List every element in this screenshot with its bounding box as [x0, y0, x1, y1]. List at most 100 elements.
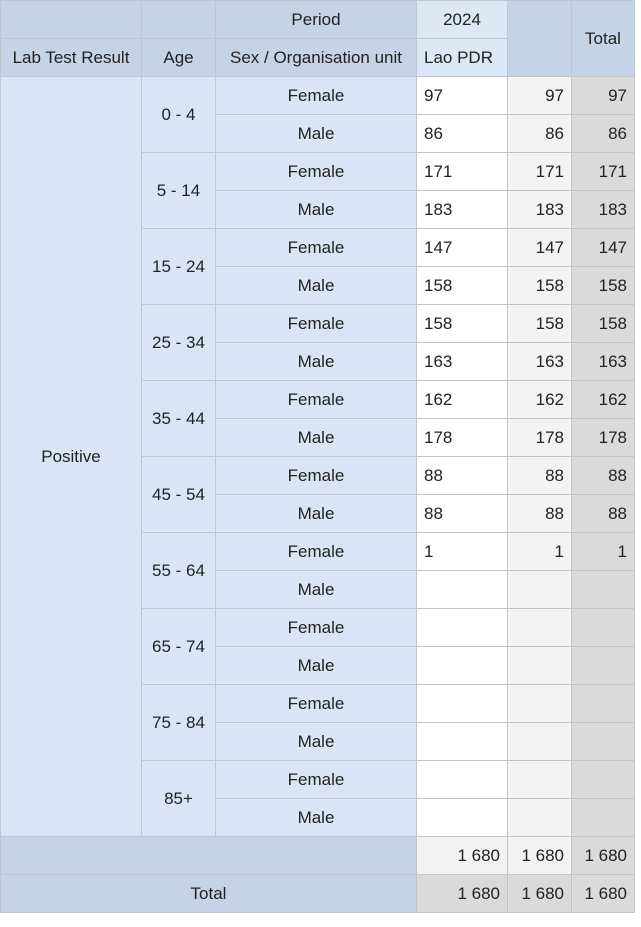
subtotal-cell[interactable]	[507, 646, 572, 685]
pivot-header: Period 2024 Total Lab Test Result Age Se…	[0, 0, 635, 77]
total-cell[interactable]: 158	[571, 266, 635, 305]
header-blank-cell	[0, 0, 142, 39]
age-group-cell: 75 - 84	[141, 684, 216, 761]
total-cell[interactable]: 183	[571, 190, 635, 229]
total-cell[interactable]: 163	[571, 342, 635, 381]
sex-cell: Male	[215, 418, 417, 457]
subtotal-row-total-cell[interactable]: 1 680	[571, 836, 635, 875]
subtotal-cell[interactable]	[507, 760, 572, 799]
subtotal-label-cell	[0, 836, 417, 875]
value-cell[interactable]	[416, 646, 508, 685]
subtotal-cell[interactable]	[507, 684, 572, 723]
value-cell[interactable]: 171	[416, 152, 508, 191]
sex-cell: Male	[215, 722, 417, 761]
total-cell[interactable]	[571, 608, 635, 647]
value-cell[interactable]: 97	[416, 76, 508, 115]
value-cell[interactable]: 147	[416, 228, 508, 267]
value-cell[interactable]	[416, 684, 508, 723]
table-row: Male 158 158 158	[1, 266, 635, 305]
subtotal-cell[interactable]: 88	[507, 494, 572, 533]
total-cell[interactable]	[571, 646, 635, 685]
grand-total-total-cell[interactable]: 1 680	[571, 874, 635, 913]
subtotal-cell[interactable]: 162	[507, 380, 572, 419]
total-cell[interactable]: 1	[571, 532, 635, 571]
subtotal-cell[interactable]	[507, 722, 572, 761]
value-cell[interactable]	[416, 760, 508, 799]
total-cell[interactable]: 86	[571, 114, 635, 153]
age-group-cell: 25 - 34	[141, 304, 216, 381]
age-group-cell: 35 - 44	[141, 380, 216, 457]
subtotal-cell[interactable]: 147	[507, 228, 572, 267]
value-cell[interactable]: 1	[416, 532, 508, 571]
total-cell[interactable]	[571, 684, 635, 723]
value-cell[interactable]: 88	[416, 456, 508, 495]
value-cell[interactable]: 162	[416, 380, 508, 419]
grand-total-subtotal-cell[interactable]: 1 680	[507, 874, 572, 913]
subtotal-cell[interactable]: 88	[507, 456, 572, 495]
lab-test-result-header[interactable]: Lab Test Result	[0, 38, 142, 77]
subtotal-cell[interactable]: 183	[507, 190, 572, 229]
table-row: 55 - 64 Female 1 1 1	[1, 532, 635, 609]
total-cell[interactable]: 147	[571, 228, 635, 267]
subtotal-cell[interactable]	[507, 608, 572, 647]
subtotal-cell[interactable]: 178	[507, 418, 572, 457]
total-cell[interactable]: 162	[571, 380, 635, 419]
pivot-table: Period 2024 Total Lab Test Result Age Se…	[0, 0, 635, 913]
total-cell[interactable]	[571, 570, 635, 609]
value-cell[interactable]	[416, 798, 508, 837]
org-unit-header[interactable]: Lao PDR	[416, 38, 508, 77]
value-cell[interactable]	[416, 608, 508, 647]
value-cell[interactable]: 158	[416, 266, 508, 305]
sex-cell: Female	[215, 456, 417, 495]
period-dimension-label[interactable]: Period	[215, 0, 417, 39]
value-cell[interactable]: 88	[416, 494, 508, 533]
subtotal-cell[interactable]: 97	[507, 76, 572, 115]
subtotal-cell[interactable]: 158	[507, 266, 572, 305]
age-header[interactable]: Age	[141, 38, 216, 77]
total-cell[interactable]	[571, 722, 635, 761]
total-cell[interactable]: 88	[571, 456, 635, 495]
value-cell[interactable]	[416, 722, 508, 761]
subtotal-cell[interactable]: 1	[507, 532, 572, 571]
value-cell[interactable]: 183	[416, 190, 508, 229]
subtotal-row-value-cell[interactable]: 1 680	[416, 836, 508, 875]
value-cell[interactable]	[416, 570, 508, 609]
sex-cell: Male	[215, 342, 417, 381]
table-row: Male 183 183 183	[1, 190, 635, 229]
value-cell[interactable]: 86	[416, 114, 508, 153]
total-cell[interactable]: 158	[571, 304, 635, 343]
subtotal-cell[interactable]	[507, 798, 572, 837]
total-column-header: Total	[571, 0, 635, 77]
total-cell[interactable]: 171	[571, 152, 635, 191]
sex-org-unit-header[interactable]: Sex / Organisation unit	[215, 38, 417, 77]
table-row: Male 88 88 88	[1, 494, 635, 533]
sex-cell: Female	[215, 608, 417, 647]
total-cell[interactable]	[571, 760, 635, 799]
sex-cell: Female	[215, 152, 417, 191]
period-value-header[interactable]: 2024	[416, 0, 508, 39]
subtotal-cell[interactable]: 158	[507, 304, 572, 343]
value-cell[interactable]: 163	[416, 342, 508, 381]
total-cell[interactable]: 97	[571, 76, 635, 115]
total-cell[interactable]	[571, 798, 635, 837]
sex-cell: Female	[215, 532, 417, 571]
subtotal-cell[interactable]: 163	[507, 342, 572, 381]
table-row: Male	[1, 722, 635, 761]
subtotal-cell[interactable]: 86	[507, 114, 572, 153]
table-row: 65 - 74 Female	[1, 608, 635, 685]
table-row: Male 163 163 163	[1, 342, 635, 381]
value-cell[interactable]: 178	[416, 418, 508, 457]
subtotal-row-subtotal-cell[interactable]: 1 680	[507, 836, 572, 875]
grand-total-row: Total 1 680 1 680 1 680	[0, 874, 635, 913]
total-cell[interactable]: 178	[571, 418, 635, 457]
subtotal-cell[interactable]: 171	[507, 152, 572, 191]
total-cell[interactable]: 88	[571, 494, 635, 533]
grand-total-label: Total	[0, 874, 417, 913]
table-row: 45 - 54 Female 88 88 88	[1, 456, 635, 533]
table-row: Male 86 86 86	[1, 114, 635, 153]
subtotal-cell[interactable]	[507, 570, 572, 609]
sex-cell: Male	[215, 114, 417, 153]
sex-cell: Male	[215, 190, 417, 229]
grand-total-value-cell[interactable]: 1 680	[416, 874, 508, 913]
value-cell[interactable]: 158	[416, 304, 508, 343]
